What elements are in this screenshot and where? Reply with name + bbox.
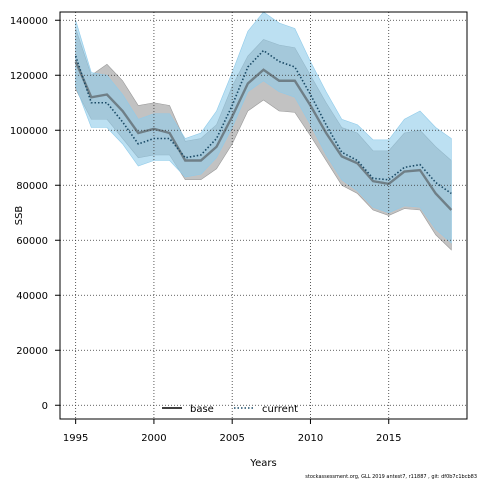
legend-label-current: current — [262, 404, 298, 415]
legend-label-base: base — [190, 404, 214, 415]
y-tick-label-60000: 60000 — [16, 236, 48, 247]
line-base — [74, 61, 453, 211]
y-tick-label-40000: 40000 — [16, 291, 48, 302]
footnote: stockassessment.org, GLL 2019 antest7, r… — [305, 474, 477, 480]
plot-frame — [59, 11, 468, 420]
x-tick-label-2010: 2010 — [298, 433, 323, 444]
x-tick-label-2000: 2000 — [141, 433, 166, 444]
x-tick-label-2005: 2005 — [219, 433, 244, 444]
y-tick-label-120000: 120000 — [10, 71, 48, 82]
x-axis-label: Years — [249, 458, 276, 469]
y-axis-label: SSB — [14, 206, 25, 226]
x-tick-label-1995: 1995 — [63, 433, 88, 444]
grid-lines — [60, 12, 467, 419]
x-axis-ticks: 1995 2000 2005 2010 2015 — [63, 419, 401, 444]
y-tick-label-100000: 100000 — [10, 126, 48, 137]
y-tick-label-20000: 20000 — [16, 346, 48, 357]
x-tick-label-2015: 2015 — [376, 433, 401, 444]
series-lines — [74, 49, 453, 211]
line-current — [74, 49, 452, 195]
y-tick-label-80000: 80000 — [16, 181, 48, 192]
legend: base current — [162, 404, 298, 415]
y-tick-label-0: 0 — [42, 401, 48, 412]
y-axis-ticks: 0 20000 40000 60000 80000 100000 120000 140000 — [10, 16, 60, 412]
y-tick-label-140000: 140000 — [10, 16, 48, 27]
